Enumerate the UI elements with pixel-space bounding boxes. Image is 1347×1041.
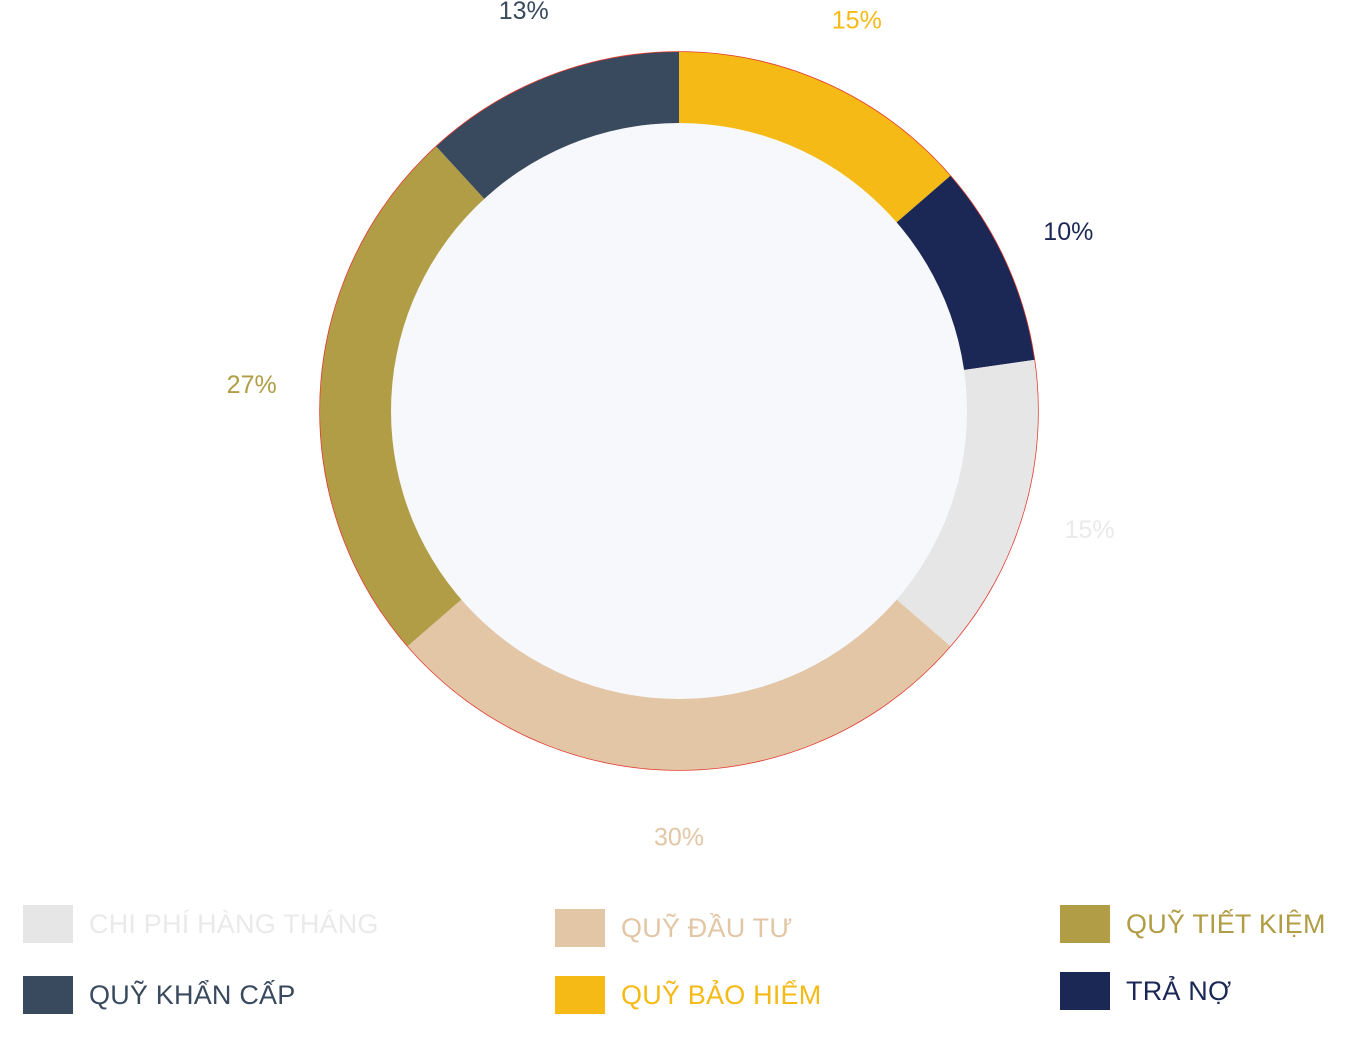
legend-swatch <box>1060 905 1110 943</box>
slice-value-label: 15% <box>832 6 882 34</box>
legend-swatch <box>1060 972 1110 1010</box>
legend-item-tra-no: TRẢ NỢ <box>1060 972 1231 1010</box>
legend-item-quy-dau-tu: QUỸ ĐẦU TƯ <box>555 909 793 947</box>
slice-value-label: 13% <box>499 0 549 25</box>
legend-item-quy-tiet-kiem: QUỸ TIẾT KIỆM <box>1060 905 1326 943</box>
legend-label: QUỸ KHẨN CẤP <box>89 979 296 1010</box>
donut-center <box>391 123 967 699</box>
legend-swatch <box>23 976 73 1014</box>
donut-chart: 15% 10% 15% 30% 27% 13% <box>227 0 1115 852</box>
legend-label: QUỸ BẢO HIỂM <box>621 979 822 1010</box>
legend-item-chi-phi-hang-thang: CHI PHÍ HÀNG THÁNG <box>23 905 379 943</box>
legend-swatch <box>555 976 605 1014</box>
slice-value-label: 27% <box>227 371 277 399</box>
legend-label: TRẢ NỢ <box>1126 975 1232 1006</box>
slice-value-label: 10% <box>1043 218 1093 246</box>
legend-label: QUỸ ĐẦU TƯ <box>621 912 793 943</box>
legend-label: CHI PHÍ HÀNG THÁNG <box>89 908 379 939</box>
slice-value-label: 30% <box>654 824 704 852</box>
legend-swatch <box>23 905 73 943</box>
legend-swatch <box>555 909 605 947</box>
slice-value-label: 15% <box>1065 516 1115 544</box>
legend-item-quy-khan-cap: QUỸ KHẨN CẤP <box>23 976 295 1014</box>
legend-label: QUỸ TIẾT KIỆM <box>1126 908 1326 939</box>
legend-item-quy-bao-hiem: QUỸ BẢO HIỂM <box>555 976 821 1014</box>
slice-labels: 15% 10% 15% 30% 27% 13% <box>227 0 1115 852</box>
